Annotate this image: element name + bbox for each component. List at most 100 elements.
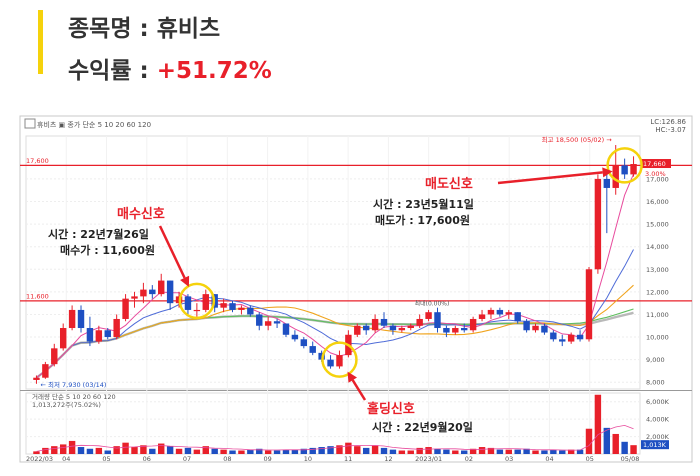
candle-body	[585, 269, 593, 340]
volume-bar	[113, 446, 120, 454]
volume-bar	[193, 449, 201, 454]
toolbar-info-2: HC:-3.07	[655, 126, 686, 134]
candle	[603, 169, 611, 234]
candle	[291, 330, 299, 342]
sell-signal-title: 매도신호	[425, 177, 473, 192]
volume-bar	[158, 443, 165, 454]
price-tick-label: 15,000	[646, 221, 669, 229]
candle	[68, 305, 76, 331]
candle-body	[59, 328, 67, 349]
candle-body	[603, 178, 611, 188]
candle	[140, 282, 147, 304]
candle	[576, 330, 584, 342]
candle	[443, 325, 450, 338]
candle	[300, 337, 308, 349]
candle-body	[327, 359, 334, 367]
candle-body	[550, 332, 557, 340]
candle-body	[425, 312, 432, 319]
volume-bar	[33, 451, 40, 454]
candle	[371, 314, 379, 333]
candle-body	[371, 318, 379, 331]
hold-signal-title: 홀딩신호	[367, 401, 415, 417]
volume-legend: 거래량 단순 5 10 20 60 120	[32, 392, 116, 401]
candle	[336, 350, 343, 369]
price-tick-label: 11,000	[646, 311, 669, 319]
candle-body	[140, 289, 147, 297]
candle-body	[184, 296, 192, 310]
price-tick-label: 12,000	[646, 288, 669, 296]
volume-bar	[487, 447, 495, 454]
last-price-pct: 3.00%	[645, 170, 666, 178]
volume-bar	[594, 394, 602, 454]
candle-body	[362, 325, 370, 331]
candle	[630, 156, 637, 177]
volume-bar	[380, 447, 388, 454]
sell-signal-time: 시간 : 23년5월11일	[373, 197, 474, 211]
volume-bar	[478, 447, 486, 454]
candle	[158, 273, 165, 297]
volume-bar	[95, 447, 103, 454]
stock-label: 종목명 :	[68, 16, 157, 42]
volume-bar	[327, 446, 334, 454]
volume-bar	[416, 447, 423, 454]
candle	[354, 323, 361, 338]
accent-bar	[38, 10, 43, 74]
candle-body	[461, 328, 468, 331]
volume-bar	[550, 449, 557, 454]
x-tick-label: 12	[384, 455, 392, 463]
candle	[229, 300, 236, 313]
toolbar-checkbox[interactable]	[24, 118, 36, 129]
candle-body	[407, 325, 414, 329]
candle	[256, 312, 263, 331]
x-tick-label: 2022/03	[26, 455, 53, 463]
volume-bar	[59, 444, 67, 454]
volume-bar	[630, 445, 637, 454]
candle-body	[282, 323, 290, 335]
signal-arrow-head	[180, 275, 190, 287]
volume-bar	[371, 445, 379, 454]
candle	[487, 307, 495, 319]
x-tick-label: 02	[465, 455, 473, 463]
candle	[113, 314, 120, 340]
candle	[33, 375, 40, 384]
return-value: +51.72%	[156, 58, 272, 84]
volume-bar	[202, 446, 209, 454]
candle-body	[149, 289, 156, 295]
candle-body	[42, 364, 49, 378]
volume-bar	[51, 446, 58, 454]
volume-bar	[541, 450, 548, 454]
price-tick-label: 14,000	[646, 243, 669, 251]
candle	[273, 318, 281, 329]
price-tick-label: 16,000	[646, 198, 669, 206]
volume-bar	[184, 447, 192, 454]
candle-body	[220, 303, 227, 308]
volume-bar	[42, 447, 49, 454]
candle-body	[104, 330, 111, 338]
candle	[585, 267, 593, 342]
candle	[149, 285, 156, 299]
signal-level-label: 17,600	[26, 157, 49, 165]
volume-bar	[496, 449, 504, 454]
candle	[193, 303, 201, 317]
volume-bar	[567, 449, 575, 454]
high-annotation: 최고 18,500 (05/02) →	[542, 135, 613, 144]
candle	[461, 323, 468, 333]
volume-tick-label: 4,000K	[646, 416, 670, 424]
volume-bar	[220, 449, 227, 454]
volume-bar	[585, 428, 593, 454]
candle	[247, 305, 254, 317]
volume-tick-label: 6,000K	[646, 398, 670, 406]
candle-body	[541, 325, 548, 333]
x-tick-label: 03	[505, 455, 513, 463]
candle-body	[434, 312, 441, 329]
candle	[594, 174, 602, 274]
candle	[282, 323, 290, 338]
candle-body	[559, 339, 566, 342]
x-tick-label: 07	[183, 455, 191, 463]
toolbar-legend: 휴비츠 ▣ 종가 단순 5 10 20 60 120	[37, 120, 151, 129]
volume-bar	[104, 450, 111, 454]
candle	[407, 323, 414, 331]
candle-body	[443, 328, 450, 333]
candle	[95, 325, 103, 344]
candle	[612, 145, 619, 195]
